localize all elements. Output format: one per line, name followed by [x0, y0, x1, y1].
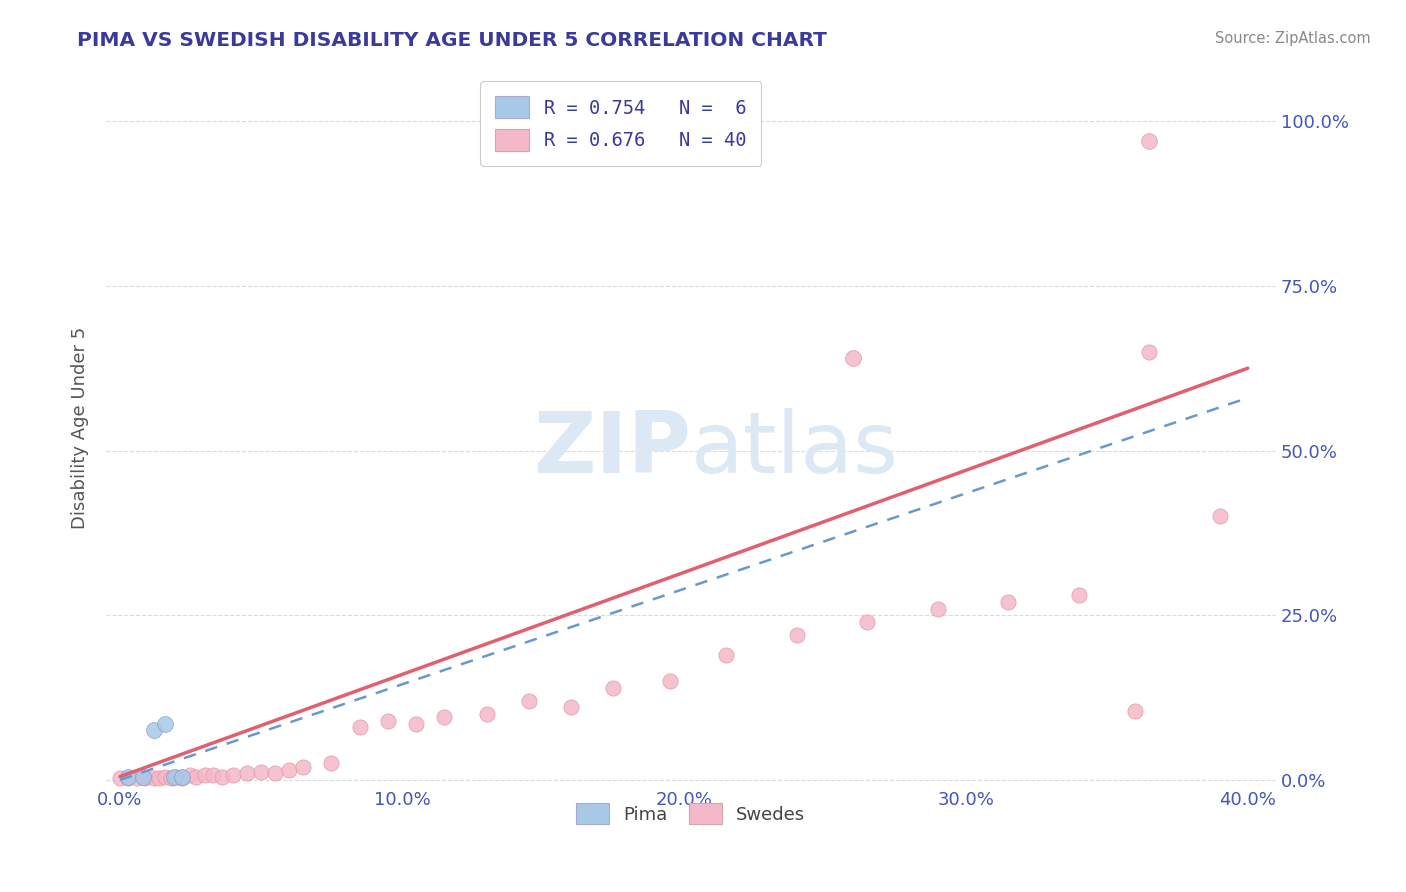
Point: [250, 764, 273, 779]
Point: [170, 771, 193, 785]
Y-axis label: Disability Age Under 5: Disability Age Under 5: [72, 326, 89, 529]
Point: [714, 648, 737, 662]
Point: [278, 763, 301, 777]
Point: [170, 770, 193, 784]
Legend: Pima, Swedes: Pima, Swedes: [565, 792, 817, 835]
Point: [236, 766, 259, 780]
Point: [142, 723, 165, 738]
Point: [117, 771, 139, 785]
Point: [142, 771, 165, 785]
Point: [202, 768, 225, 782]
Point: [292, 760, 315, 774]
Point: [433, 710, 456, 724]
Point: [1137, 344, 1160, 359]
Point: [856, 615, 879, 629]
Point: [264, 766, 287, 780]
Point: [405, 717, 427, 731]
Point: [1137, 134, 1160, 148]
Point: [148, 771, 170, 785]
Point: [377, 714, 399, 728]
Text: PIMA VS SWEDISH DISABILITY AGE UNDER 5 CORRELATION CHART: PIMA VS SWEDISH DISABILITY AGE UNDER 5 C…: [77, 31, 827, 50]
Point: [162, 770, 184, 784]
Point: [997, 595, 1019, 609]
Point: [125, 771, 148, 785]
Point: [842, 351, 865, 366]
Text: ZIP: ZIP: [533, 408, 690, 491]
Point: [475, 706, 498, 721]
Point: [602, 681, 624, 695]
Point: [560, 700, 582, 714]
Point: [658, 674, 681, 689]
Point: [222, 768, 245, 782]
Point: [194, 768, 217, 782]
Point: [153, 770, 176, 784]
Point: [165, 770, 187, 784]
Point: [927, 601, 949, 615]
Point: [349, 720, 371, 734]
Point: [179, 768, 201, 782]
Point: [108, 771, 131, 785]
Text: atlas: atlas: [690, 408, 898, 491]
Point: [211, 770, 233, 784]
Point: [184, 770, 207, 784]
Point: [1067, 589, 1090, 603]
Point: [321, 756, 343, 771]
Point: [1208, 509, 1230, 524]
Point: [1123, 704, 1146, 718]
Text: Source: ZipAtlas.com: Source: ZipAtlas.com: [1215, 31, 1371, 46]
Point: [134, 771, 156, 785]
Point: [786, 628, 808, 642]
Point: [117, 770, 139, 784]
Point: [159, 771, 181, 785]
Point: [153, 717, 176, 731]
Point: [517, 694, 540, 708]
Point: [131, 770, 153, 784]
